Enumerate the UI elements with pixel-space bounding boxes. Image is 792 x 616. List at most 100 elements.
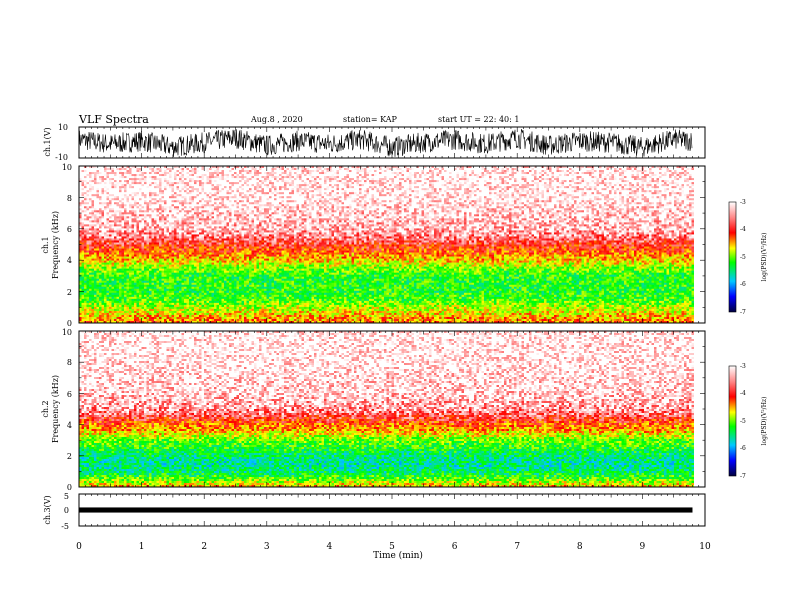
- ch1-spectrogram-cell: [674, 198, 677, 200]
- ch1-spectrogram-cell: [559, 176, 562, 178]
- ch1-spectrogram-cell: [192, 190, 195, 192]
- ch1-spectrogram-cell: [224, 174, 227, 176]
- ch1-spectrogram-cell: [232, 192, 235, 194]
- ch1-spectrogram-cell: [482, 168, 485, 170]
- ch1-spectrogram-cell: [159, 200, 162, 202]
- ch1-spectrogram-cell: [247, 186, 250, 188]
- ch1-spectrogram-cell: [469, 172, 472, 174]
- ch1-spectrogram-cell: [492, 168, 495, 170]
- ch1-spectrogram-cell: [332, 194, 335, 196]
- ch1-spectrogram-cell: [164, 188, 167, 190]
- ch1-spectrogram-cell: [499, 198, 502, 200]
- ch1-spectrogram-cell: [662, 192, 665, 194]
- ch1-spectrogram-cell: [294, 198, 297, 200]
- ch1-spectrogram-cell: [144, 198, 147, 200]
- ch1-spectrogram-cell: [527, 174, 530, 176]
- ch1-spectrogram-cell: [299, 190, 302, 192]
- ch1-spectrogram-cell: [169, 192, 172, 194]
- ch1-spectrogram-cell: [524, 184, 527, 186]
- ch1-spectrogram-cell: [629, 196, 632, 198]
- ch1-spectrogram-cell: [127, 190, 130, 192]
- ch1-spectrogram-cell: [649, 198, 652, 200]
- ch1-spectrogram-cell: [279, 200, 282, 202]
- ch1-spectrogram-cell: [499, 186, 502, 188]
- ch1-spectrogram-cell: [164, 180, 167, 182]
- ch1-spectrogram-cell: [299, 194, 302, 196]
- ch1-spectrogram-cell: [159, 188, 162, 190]
- ch1-spectrogram-cell: [447, 172, 450, 174]
- ch1-spectrogram-cell: [312, 190, 315, 192]
- ch1-spectrogram-cell: [619, 186, 622, 188]
- ch1-spectrogram-cell: [304, 186, 307, 188]
- ch1-spectrogram-cell: [674, 176, 677, 178]
- ch1-spectrogram-cell: [104, 188, 107, 190]
- ch1-spectrogram-cell: [232, 170, 235, 172]
- ch1-spectrogram-cell: [164, 174, 167, 176]
- ch1-spectrogram-cell: [179, 176, 182, 178]
- ch1-spectrogram-cell: [639, 186, 642, 188]
- ch1-spectrogram-cell: [194, 188, 197, 190]
- ch1-spectrogram-cell: [119, 178, 122, 180]
- ch1-spectrogram-cell: [392, 184, 395, 186]
- ch1-spectrogram-cell: [372, 184, 375, 186]
- ch1-spectrogram-cell: [442, 194, 445, 196]
- ch1-spectrogram-cell: [129, 184, 132, 186]
- ch1-spectrogram-cell: [307, 190, 310, 192]
- ch1-spectrogram-cell: [362, 170, 365, 172]
- ch1-spectrogram-cell: [657, 182, 660, 184]
- ch1-spectrogram-cell: [174, 180, 177, 182]
- ch1-spectrogram-cell: [477, 188, 480, 190]
- ch1-spectrogram-cell: [339, 186, 342, 188]
- ch1-spectrogram-cell: [669, 180, 672, 182]
- ch1-spectrogram-cell: [157, 176, 160, 178]
- ch1-spectrogram-cell: [489, 192, 492, 194]
- ch1-spectrogram-cell: [374, 182, 377, 184]
- ch1-spectrogram-cell: [352, 178, 355, 180]
- ch1-spectrogram-cell: [247, 194, 250, 196]
- ch1-spectrogram-cell: [269, 186, 272, 188]
- ch1-spectrogram-cell: [357, 170, 360, 172]
- ch1-spectrogram-cell: [544, 176, 547, 178]
- ch1-spectrogram-cell: [232, 168, 235, 170]
- ch1-spectrogram-cell: [197, 194, 200, 196]
- ch1-spectrogram-cell: [547, 176, 550, 178]
- ch1-spectrogram-cell: [632, 198, 635, 200]
- ch1-spectrogram-cell: [474, 170, 477, 172]
- ch1-spectrogram-cell: [219, 180, 222, 182]
- ch1-spectrogram-cell: [139, 176, 142, 178]
- ch1-spectrogram-cell: [312, 192, 315, 194]
- ch1-spectrogram-cell: [454, 172, 457, 174]
- ch1-spectrogram-cell: [247, 176, 250, 178]
- ch1-spectrogram-cell: [299, 182, 302, 184]
- ch1-spectrogram-cell: [539, 182, 542, 184]
- ch1-spectrogram-cell: [684, 168, 687, 170]
- ch1-spectrogram-cell: [384, 172, 387, 174]
- ch1-spectrogram-cell: [442, 170, 445, 172]
- ch1-spectrogram-cell: [177, 176, 180, 178]
- ch1-spectrogram-cell: [257, 188, 260, 190]
- ch1-spectrogram-cell: [97, 186, 100, 188]
- ch1-spectrogram-cell: [564, 192, 567, 194]
- ch1-spectrogram-cell: [687, 194, 690, 196]
- ch1-spectrogram-cell: [344, 168, 347, 170]
- ch1-spectrogram-cell: [189, 186, 192, 188]
- ch1-spectrogram-cell: [164, 198, 167, 200]
- ch1-spectrogram-cell: [307, 194, 310, 196]
- ch1-spectrogram-cell: [137, 182, 140, 184]
- ch1-spectrogram-cell: [619, 188, 622, 190]
- ch1-spectrogram-cell: [354, 188, 357, 190]
- ch1-spectrogram-cell: [129, 188, 132, 190]
- ch1-spectrogram-cell: [352, 172, 355, 174]
- ch1-spectrogram-cell: [407, 194, 410, 196]
- ch1-spectrogram-cell: [289, 182, 292, 184]
- ch1-spectrogram-cell: [319, 168, 322, 170]
- ch1-spectrogram-cell: [569, 198, 572, 200]
- ch1-spectrogram-cell: [589, 172, 592, 174]
- ch1-spectrogram-cell: [179, 194, 182, 196]
- ch1-spectrogram-cell: [532, 182, 535, 184]
- ch1-spectrogram-cell: [244, 186, 247, 188]
- ch1-spectrogram-cell: [437, 168, 440, 170]
- ch1-spectrogram-cell: [329, 194, 332, 196]
- ch1-spectrogram-cell: [562, 180, 565, 182]
- ch1-spectrogram-cell: [327, 184, 330, 186]
